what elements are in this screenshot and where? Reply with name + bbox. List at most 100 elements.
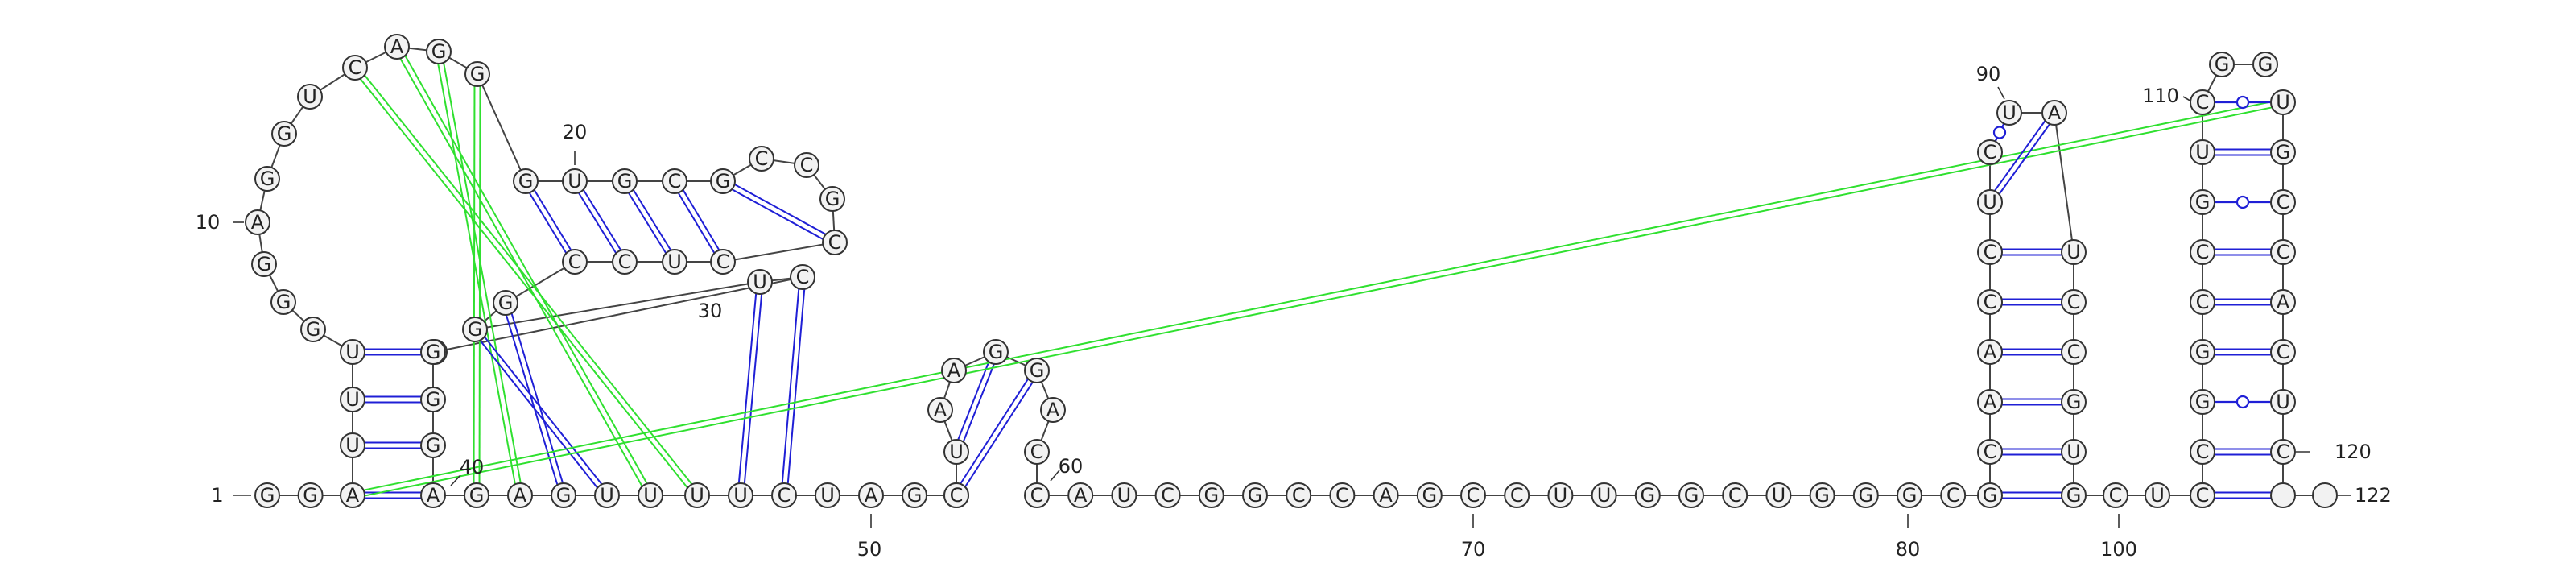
nucleotide-letter: U <box>1554 484 1568 507</box>
nucleotide: A <box>1977 389 2003 415</box>
nucleotide-letter: U <box>2195 141 2210 163</box>
nucleotide: C <box>2061 339 2087 365</box>
nucleotide: A <box>340 482 365 508</box>
nucleotide: U <box>340 387 365 412</box>
nucleotide-letter: U <box>345 434 360 457</box>
position-number: 100 <box>2100 538 2137 561</box>
nucleotide: G <box>254 482 280 508</box>
nucleotide-letter: G <box>260 484 275 507</box>
nucleotide-letter: G <box>825 188 840 210</box>
nucleotide-letter: C <box>2277 341 2290 363</box>
nucleotide-circle <box>1977 239 2003 265</box>
nucleotide-circle <box>815 482 840 508</box>
nucleotide-circle <box>902 482 927 508</box>
nucleotide-circle <box>1024 358 1050 383</box>
position-number: 120 <box>2334 441 2372 463</box>
nucleotide-letter: G <box>2066 484 2082 507</box>
nucleotide-circle <box>1504 482 1530 508</box>
nucleotide: A <box>245 209 270 235</box>
nucleotide: A <box>1067 482 1094 508</box>
nucleotide-layer: GGAUUUGGGAGGUCAGGGUGCGCCGCCUCCGGUCAGGGAG… <box>245 34 2338 508</box>
nucleotide-letter: G <box>1684 484 1699 507</box>
nucleotide-letter: C <box>1030 484 1044 507</box>
pseudoknot-pair-line <box>399 58 643 487</box>
nucleotide-circle <box>2270 389 2296 415</box>
nucleotide: U <box>2190 139 2215 165</box>
nucleotide: U <box>943 439 969 465</box>
nucleotide-circle <box>684 482 710 508</box>
wobble-pair-marker <box>2235 95 2250 110</box>
nucleotide: C <box>2190 439 2215 465</box>
nucleotide-letter: A <box>1984 341 1997 363</box>
nucleotide: A <box>420 482 446 508</box>
nucleotide-circle <box>340 432 365 458</box>
nucleotide-circle <box>300 317 326 342</box>
canonical-pair-line <box>1994 120 2046 192</box>
canonical-pair-line <box>510 313 564 483</box>
nucleotide-letter: U <box>1772 484 1786 507</box>
nucleotide-circle <box>943 439 969 465</box>
canonical-pair-line <box>484 336 603 485</box>
canonical-pair-line <box>682 189 720 250</box>
pseudoknot-pair-line <box>437 64 516 485</box>
nucleotide: U <box>562 168 588 194</box>
nucleotide: C <box>1154 482 1181 508</box>
nucleotide-letter: A <box>1046 399 1060 421</box>
nucleotide-circle <box>1040 397 1066 423</box>
nucleotide-letter: G <box>426 341 441 363</box>
nucleotide-letter: U <box>667 250 682 273</box>
nucleotide-circle <box>662 168 687 194</box>
nucleotide: C <box>771 482 797 508</box>
nucleotide-circle <box>1024 439 1050 465</box>
nucleotide-circle <box>513 168 539 194</box>
nucleotide-letter: G <box>469 484 485 507</box>
nucleotide-letter: C <box>1728 484 1742 507</box>
nucleotide: U <box>2145 482 2170 508</box>
nucleotide: G <box>420 432 446 458</box>
canonical-pair-line <box>633 189 671 250</box>
nucleotide-letter: C <box>755 147 769 170</box>
nucleotide-letter: G <box>306 318 321 341</box>
nucleotide-letter: C <box>778 484 791 507</box>
nucleotide-circle <box>551 482 576 508</box>
nucleotide-letter: U <box>820 484 835 507</box>
nucleotide <box>2270 482 2296 508</box>
nucleotide-circle <box>420 432 446 458</box>
canonical-pair-line <box>960 379 1029 485</box>
nucleotide: U <box>2061 239 2087 265</box>
nucleotide-letter: C <box>1161 484 1174 507</box>
nucleotide: A <box>2041 100 2067 126</box>
nucleotide: G <box>420 339 446 365</box>
nucleotide: C <box>1977 139 2003 165</box>
nucleotide-circle <box>2252 52 2278 77</box>
nucleotide: G <box>493 290 518 316</box>
nucleotide: U <box>2061 439 2087 465</box>
nucleotide-letter: C <box>2196 241 2210 263</box>
nucleotide: G <box>1678 482 1704 508</box>
nucleotide: C <box>1024 439 1050 465</box>
nucleotide-letter: A <box>346 484 360 507</box>
nucleotide: U <box>662 249 687 275</box>
pseudoknot-pair-line <box>365 106 2273 497</box>
nucleotide-letter: U <box>345 388 360 411</box>
nucleotide: C <box>2061 289 2087 315</box>
nucleotide-circle <box>2190 389 2215 415</box>
nucleotide-letter: U <box>600 484 614 507</box>
nucleotide-circle <box>822 230 848 255</box>
position-tick <box>1997 86 2005 100</box>
nucleotide: G <box>1242 482 1268 508</box>
nucleotide: U <box>684 482 710 508</box>
nucleotide-circle <box>2209 52 2235 77</box>
nucleotide: G <box>1852 482 1879 508</box>
nucleotide-circle <box>297 84 323 110</box>
nucleotide: G <box>297 482 324 508</box>
nucleotide-letter: G <box>468 318 483 341</box>
nucleotide-letter: G <box>556 484 572 507</box>
backbone-segment <box>477 73 526 182</box>
nucleotide-circle <box>270 289 296 315</box>
nucleotide-circle <box>1765 482 1792 508</box>
nucleotide: U <box>1996 100 2022 126</box>
nucleotide-letter: G <box>1030 359 1045 382</box>
nucleotide-circle <box>426 39 452 64</box>
